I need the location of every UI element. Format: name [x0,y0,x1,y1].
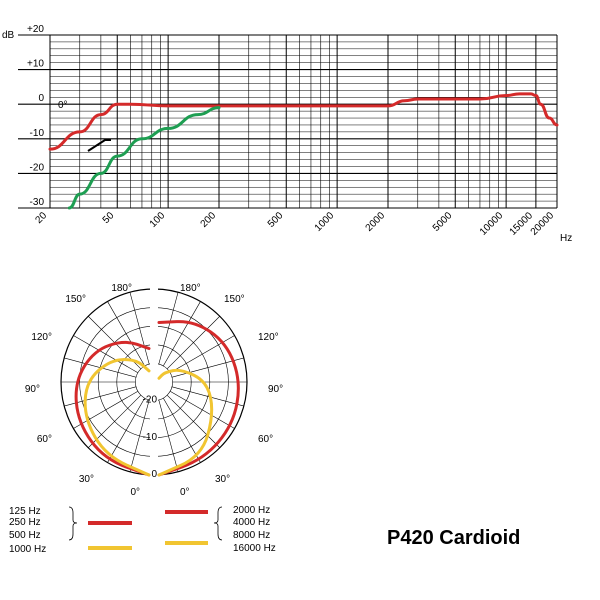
polar-grid-spoke [107,397,145,463]
polar-grid-spoke [158,399,179,472]
frequency-grid [18,34,558,209]
freq-y-tick-label: -20 [30,162,45,173]
legend-left-brace [68,506,78,541]
freq-x-tick-label: 1000 [313,210,337,234]
freq-x-tick-label: 20000 [529,210,557,238]
polar-angle-tick-label: 60° [37,434,52,445]
freq-x-tick-label: 20 [33,210,49,226]
legend-label-250: 250 Hz [9,517,41,528]
polar-grid-spoke [166,394,220,448]
polar-grid-spoke [129,292,150,365]
polar-angle-tick-label: 120° [31,332,52,343]
polar-angle-tick-label: 0° [180,487,190,498]
polar-center-divider [150,281,158,483]
polar-angle-tick-label: 150° [224,294,245,305]
freq-x-tick-label: 100 [148,210,168,230]
polar-grid-spoke [163,301,201,367]
freq-y-tick-label: +10 [27,59,44,70]
polar-radius-tick-label: 0 [151,469,157,480]
polar-grid-spoke [73,391,139,429]
polar-pattern-chart: 0° 0° 30° 30° 60° 60° 90° 90° 120° 120° 150° 150° 18… [25,281,283,498]
frequency-y-ticks: +20 +10 0 -10 -20 -30 [27,24,44,208]
frequency-y-axis-label: dB [2,30,15,41]
frequency-x-axis-label: Hz [560,233,572,244]
freq-x-tick-label: 500 [266,210,286,230]
polar-grid-spoke [73,335,139,373]
legend-high-frequencies: 2000 Hz 4000 Hz 8000 Hz 16000 Hz [165,505,276,554]
freq-y-tick-label: -10 [30,128,45,139]
polar-left-yellow-curve [83,358,151,477]
legend-label-2000: 2000 Hz [233,505,270,516]
polar-grid-spoke [158,292,179,365]
freq-x-tick-label: 10000 [478,210,506,238]
polar-angle-tick-label: 180° [111,283,132,294]
polar-angle-tick-label: 0° [130,487,140,498]
freq-x-tick-label: 2000 [364,210,388,234]
filter-switch-symbol [87,139,111,152]
polar-legend: 125 Hz 250 Hz 500 Hz 1000 Hz 2000 Hz 400… [9,505,276,555]
polar-angle-tick-label: 180° [180,283,201,294]
freq-series-line-red [48,92,559,151]
legend-label-4000: 4000 Hz [233,517,270,528]
legend-label-500: 500 Hz [9,530,41,541]
polar-radius-labels: 0 -10 -20 [143,395,158,480]
polar-angle-tick-label: 150° [65,294,86,305]
freq-y-tick-label: -30 [30,197,45,208]
polar-grid-spoke [169,391,235,429]
polar-grid-spoke [171,386,244,407]
polar-angle-tick-label: 30° [215,474,230,485]
polar-grid-spoke [169,335,235,373]
polar-left-red-curve [74,340,151,477]
legend-label-1000: 1000 Hz [9,544,46,555]
product-title: P420 Cardioid [387,527,520,549]
polar-radius-tick-label: -10 [143,432,158,443]
polar-radius-tick-label: -20 [143,395,158,406]
frequency-response-chart: 20 50 100 200 500 1000 2000 5000 10000 1500020000… [2,24,572,244]
freq-x-tick-label: 200 [199,210,219,230]
polar-angle-labels: 0° 0° 30° 30° 60° 60° 90° 90° 120° 120° 150° 150° 18… [25,283,283,498]
polar-grid-spoke [107,301,145,367]
polar-right-red-curve [157,320,240,477]
legend-label-8000: 8000 Hz [233,530,270,541]
polar-angle-tick-label: 120° [258,332,279,343]
frequency-series [48,92,559,210]
freq-series-line-green [67,106,221,210]
polar-angle-tick-label: 60° [258,434,273,445]
legend-low-frequencies: 125 Hz 250 Hz 500 Hz 1000 Hz [9,506,132,555]
legend-label-16000: 16000 Hz [233,543,276,554]
polar-grid-spoke [166,316,220,370]
polar-grid-spoke [163,397,201,463]
polar-grid-spoke [129,399,150,472]
legend-label-125: 125 Hz [9,506,41,517]
freq-x-tick-label: 5000 [431,210,455,234]
polar-series [74,320,240,477]
polar-angle-tick-label: 90° [25,384,40,395]
polar-angle-tick-label: 30° [79,474,94,485]
polar-right-yellow-curve [157,368,214,477]
legend-right-brace [213,506,223,541]
freq-y-tick-label: +20 [27,24,44,35]
freq-y-tick-label: 0 [38,93,44,104]
frequency-angle-annotation: 0° [58,100,68,111]
polar-angle-tick-label: 90° [268,384,283,395]
freq-x-tick-label: 50 [101,210,117,226]
